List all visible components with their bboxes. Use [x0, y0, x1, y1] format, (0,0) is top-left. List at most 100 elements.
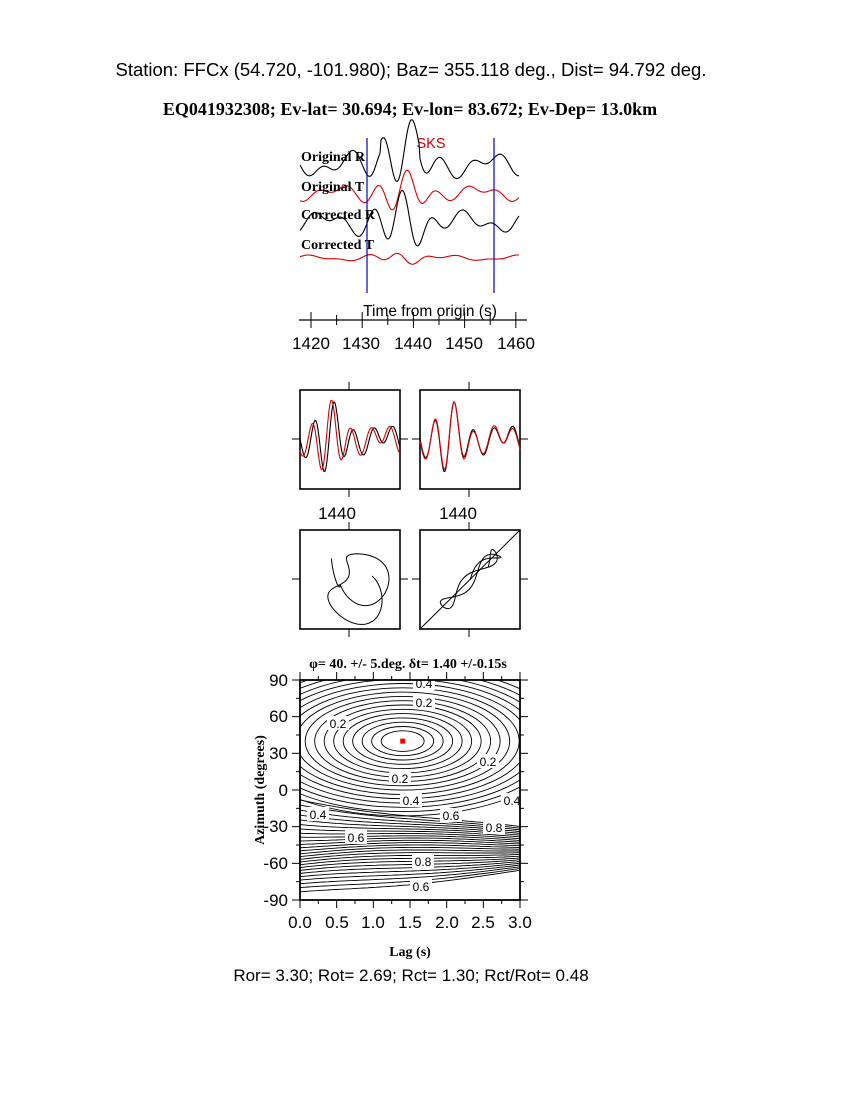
contour-title: φ= 40. +/- 5.deg. δt= 1.40 +/-0.15s — [309, 657, 507, 672]
x-tick-3-0: 3.0 — [508, 913, 532, 932]
time-tick-1450: 1450 — [445, 334, 483, 353]
contour-labels: 0.40.20.20.20.20.4 0.40.60.80.40.60.80.6 — [307, 676, 523, 894]
contour-line — [300, 680, 520, 808]
ratio-summary: Ror= 3.30; Rot= 2.69; Rct= 1.30; Rct/Rot… — [233, 966, 588, 985]
contour-label: 0.2 — [327, 716, 349, 731]
contour-line — [380, 730, 425, 752]
contour-line — [300, 832, 520, 840]
contour-line — [300, 866, 520, 885]
x-tick-2-5: 2.5 — [471, 913, 495, 932]
contour-label: 0.2 — [413, 695, 435, 710]
trace-corrected-r — [299, 189, 520, 247]
phase-label: SKS — [416, 136, 445, 152]
contour-label: 0.4 — [501, 793, 523, 808]
y-tick-minus60: -60 — [263, 854, 288, 873]
waveform-lines-original — [299, 399, 401, 473]
contour-label-text: 0.2 — [480, 755, 497, 769]
contour-label-bg — [413, 695, 435, 709]
particle-motion-corrected — [420, 530, 520, 629]
contour-label-text: 0.2 — [416, 696, 433, 710]
contour-line — [300, 861, 520, 874]
contour-line — [300, 837, 520, 843]
contour-label: 0.8 — [412, 854, 434, 869]
waveform-panel-original: 1440 — [299, 389, 401, 523]
contour-line — [300, 854, 520, 863]
contour-label: 0.4 — [413, 676, 435, 691]
contour-line — [300, 828, 520, 838]
contour-label: 0.4 — [307, 807, 329, 822]
waveform-tick-corrected: 1440 — [439, 504, 477, 523]
contour-label-bg — [501, 793, 523, 807]
contour-label-text: 0.4 — [504, 794, 521, 808]
contour-label: 0.6 — [440, 808, 462, 823]
waveform-t — [299, 399, 401, 471]
trace-corrected-t — [299, 252, 519, 265]
contour-ylabel: Azimuth (degrees) — [253, 735, 268, 845]
contour-line — [300, 849, 520, 858]
y-tick-minus30: -30 — [263, 817, 288, 836]
contour-label-bg — [307, 807, 329, 821]
contour-label-bg — [327, 716, 349, 730]
time-ticks — [310, 312, 517, 328]
y-tick-60: 60 — [269, 707, 288, 726]
time-tick-1420: 1420 — [292, 334, 330, 353]
contour-label-text: 0.2 — [330, 717, 347, 731]
contour-label-bg — [440, 808, 462, 822]
contour-label-bg — [412, 854, 434, 868]
contour-line — [300, 857, 520, 868]
y-tick-90: 90 — [269, 671, 288, 690]
contour-line — [300, 844, 520, 852]
contour-group — [300, 680, 520, 893]
contour-label-text: 0.4 — [403, 794, 420, 808]
contour-label-bg — [345, 830, 367, 844]
x-tick-2-0: 2.0 — [435, 913, 459, 932]
contour-line — [300, 855, 520, 866]
trace-label-corrected-t: Corrected T — [301, 238, 375, 253]
contour-label: 0.2 — [477, 754, 499, 769]
time-tick-1460: 1460 — [497, 334, 535, 353]
trace-original-r — [299, 119, 520, 183]
contour-ticks — [292, 672, 528, 908]
particle-motion-original — [327, 553, 390, 625]
contour-label-text: 0.2 — [392, 772, 409, 786]
panel-ticks — [292, 382, 528, 637]
contour-plot: φ= 40. +/- 5.deg. δt= 1.40 +/-0.15s 0.4 0… — [253, 657, 532, 960]
contour-label-text: 0.4 — [310, 808, 327, 822]
trace-label-corrected-r: Corrected R — [301, 208, 376, 223]
contour-label: 0.6 — [345, 830, 367, 845]
contour-line — [300, 862, 520, 878]
contour-label-bg — [410, 879, 432, 893]
waveform-r — [299, 401, 401, 473]
contour-label-text: 0.4 — [416, 677, 433, 691]
event-info: EQ041932308; Ev-lat= 30.694; Ev-lon= 83.… — [163, 99, 657, 119]
y-tick-30: 30 — [269, 744, 288, 763]
time-tick-1430: 1430 — [342, 334, 380, 353]
particle-motion-panel-corrected — [419, 529, 521, 630]
contour-lines — [300, 680, 520, 893]
waveform-t — [419, 400, 521, 470]
contour-label-text: 0.6 — [413, 880, 430, 894]
contour-line — [300, 691, 511, 791]
contour-line — [300, 859, 520, 871]
contour-line — [371, 726, 435, 757]
particle-motion-trace-original — [327, 553, 390, 625]
y-tick-minus90: -90 — [263, 891, 288, 910]
time-axis-label: Time from origin (s) — [363, 303, 497, 320]
contour-label: 0.6 — [410, 879, 432, 894]
contour-label-text: 0.8 — [415, 855, 432, 869]
particle-motion-frame-original — [299, 529, 401, 630]
contour-label-bg — [483, 820, 505, 834]
contour-line — [352, 717, 454, 765]
x-tick-0-5: 0.5 — [325, 913, 349, 932]
particle-motion-panel-original — [299, 529, 401, 630]
station-info: Station: FFCx (54.720, -101.980); Baz= 3… — [115, 59, 706, 80]
contour-line — [300, 852, 520, 860]
x-tick-1-0: 1.0 — [361, 913, 385, 932]
contour-label-text: 0.6 — [443, 809, 460, 823]
contour-label: 0.4 — [400, 793, 422, 808]
waveform-tick-original: 1440 — [318, 504, 356, 523]
contour-label-text: 0.6 — [348, 831, 365, 845]
contour-line — [304, 695, 501, 787]
contour-label: 0.2 — [389, 771, 411, 786]
